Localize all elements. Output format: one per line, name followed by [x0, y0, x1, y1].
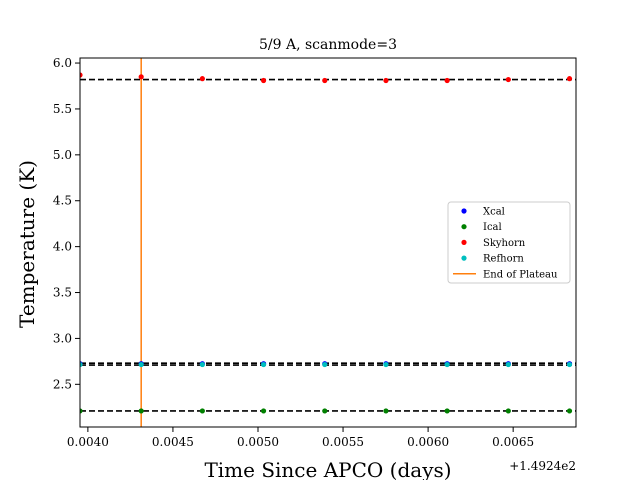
series-skyhorn	[80, 72, 573, 84]
ical-point-8	[505, 408, 511, 414]
refhorn-point-8	[505, 361, 511, 368]
refhorn-point-5	[322, 361, 328, 368]
skyhorn-point-9	[566, 76, 573, 82]
plot-marks	[80, 58, 576, 427]
y-axis: 2.5 3.0 3.5 4.0 4.5 5.0 5.5 6.0	[53, 56, 80, 391]
refhorn-point-6	[383, 361, 389, 368]
skyhorn-point-2	[138, 74, 144, 80]
y-axis-title: Temperature (K)	[15, 160, 39, 328]
ical-point-7	[444, 408, 450, 414]
y-tick-label-2: 3.0	[53, 331, 72, 345]
plot-frame	[79, 57, 577, 428]
x-axis-title: Time Since APCO (days)	[204, 458, 451, 480]
x-tick-label-1: 0.0040	[67, 435, 109, 449]
y-tick-label-8: 6.0	[53, 56, 72, 70]
x-tick-label-3: 0.0050	[237, 435, 279, 449]
chart-title: 5/9 A, scanmode=3	[259, 37, 397, 53]
ical-point-4	[260, 408, 267, 414]
refhorn-point-1	[80, 361, 83, 368]
legend-marker-skyhorn	[461, 239, 467, 245]
ical-point-5	[322, 408, 328, 414]
x-axis-offset-label: +1.4924e2	[509, 459, 576, 473]
ical-point-2	[138, 408, 144, 414]
legend-frame	[447, 201, 571, 284]
refhorn-point-4	[260, 361, 267, 368]
y-tick-label-1: 2.5	[53, 377, 72, 391]
y-tick-label-6: 5.0	[53, 148, 72, 162]
ical-point-6	[383, 408, 389, 414]
legend: Xcal Ical Skyhorn Refhorn End of Plateau	[447, 201, 571, 284]
refhorn-point-3	[199, 361, 205, 368]
series-refhorn	[80, 361, 573, 368]
plot-area	[79, 57, 577, 428]
legend-label-refhorn: Refhorn	[483, 254, 524, 265]
x-axis: 0.0040 0.0045 0.0050 0.0055 0.0060 0.0065	[67, 427, 534, 449]
series-ical	[80, 408, 573, 414]
ical-point-1	[80, 408, 83, 414]
legend-label-ical: Ical	[483, 222, 502, 233]
skyhorn-point-4	[260, 77, 267, 84]
skyhorn-point-3	[199, 76, 205, 82]
legend-label-xcal: Xcal	[483, 207, 505, 218]
skyhorn-point-5	[322, 77, 328, 84]
refhorn-point-2	[138, 361, 144, 368]
legend-label-end-of-plateau: End of Plateau	[483, 269, 558, 280]
x-tick-label-2: 0.0045	[152, 435, 194, 449]
ical-point-9	[566, 408, 573, 414]
x-tick-label-6: 0.0065	[492, 435, 534, 449]
legend-label-skyhorn: Skyhorn	[483, 238, 526, 249]
refhorn-point-7	[444, 361, 450, 368]
skyhorn-point-8	[505, 76, 511, 83]
legend-marker-ical	[461, 224, 467, 230]
skyhorn-point-6	[383, 77, 389, 84]
y-tick-label-7: 5.5	[53, 102, 72, 116]
skyhorn-point-1	[80, 72, 83, 78]
ical-point-3	[199, 408, 205, 414]
legend-marker-refhorn	[461, 255, 467, 261]
x-tick-label-4: 0.0055	[322, 435, 364, 449]
refhorn-point-9	[566, 361, 573, 368]
skyhorn-point-7	[444, 77, 450, 84]
x-tick-label-5: 0.0060	[407, 435, 449, 449]
y-tick-label-4: 4.0	[53, 240, 72, 254]
legend-marker-xcal	[461, 208, 467, 214]
y-tick-label-3: 3.5	[53, 286, 72, 300]
y-tick-label-5: 4.5	[53, 194, 72, 208]
